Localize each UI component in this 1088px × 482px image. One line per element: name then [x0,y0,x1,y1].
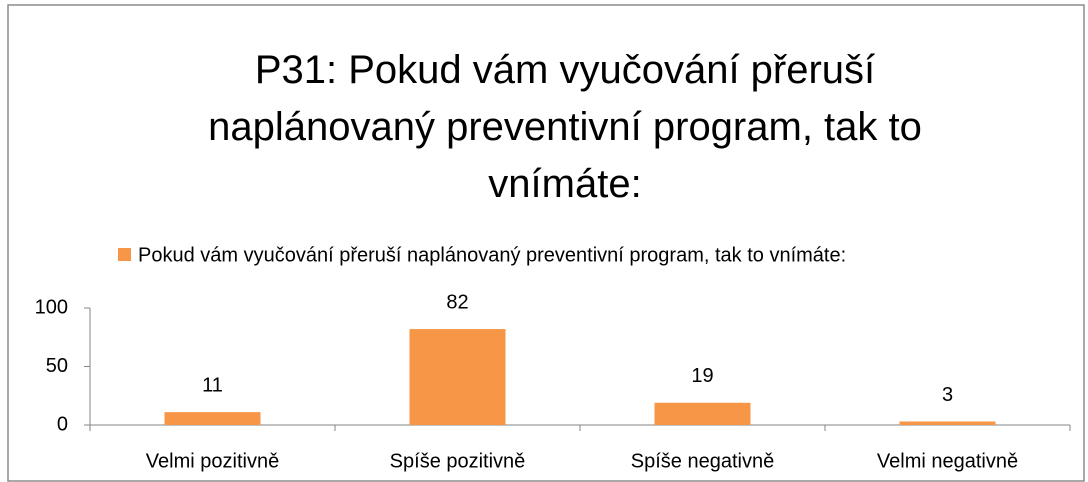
x-tick-label: Spíše negativně [631,450,774,472]
data-label: 3 [942,384,953,406]
bar [899,421,996,425]
bar [654,402,751,425]
y-tick-label: 50 [46,355,68,377]
x-tick-label: Velmi pozitivně [146,450,279,472]
legend-swatch [118,248,131,261]
x-tick-label: Velmi negativně [877,450,1018,472]
y-tick-label: 0 [57,413,68,435]
bar [164,412,261,425]
chart-border [7,4,1085,482]
y-tick-label: 100 [35,296,68,318]
bar [409,329,506,425]
data-label: 19 [691,365,713,387]
chart-title: P31: Pokud vám vyučování přeruší napláno… [208,48,922,206]
x-tick-label: Spíše pozitivně [390,450,526,472]
data-label: 82 [446,291,468,313]
legend-label: Pokud vám vyučování přeruší naplánovaný … [138,244,846,266]
data-label: 11 [202,374,223,396]
